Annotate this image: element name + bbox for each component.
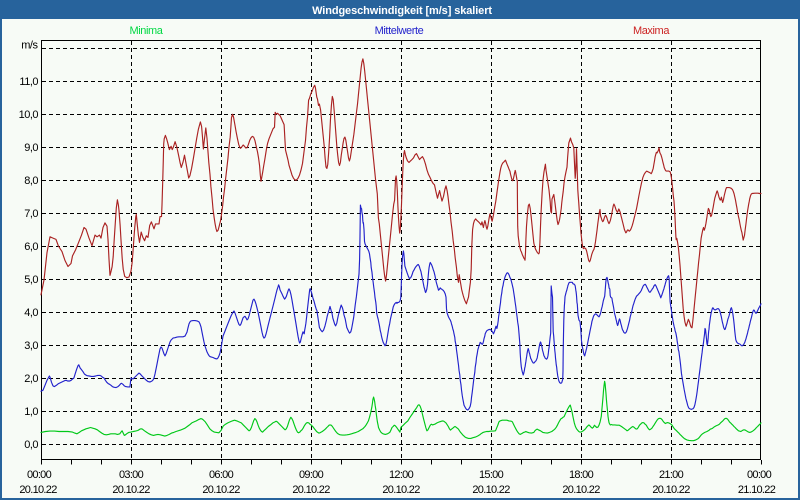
svg-text:03:00: 03:00	[119, 469, 144, 481]
svg-text:6,0: 6,0	[24, 241, 38, 253]
svg-text:00:00: 00:00	[747, 469, 772, 481]
svg-text:20.10.22: 20.10.22	[472, 484, 510, 496]
svg-text:00:00: 00:00	[27, 469, 52, 481]
svg-text:4,0: 4,0	[24, 307, 38, 319]
svg-text:20.10.22: 20.10.22	[562, 484, 600, 496]
svg-text:20.10.22: 20.10.22	[19, 484, 57, 496]
svg-text:20.10.22: 20.10.22	[202, 484, 240, 496]
svg-text:11,0: 11,0	[19, 76, 38, 88]
svg-text:20.10.22: 20.10.22	[292, 484, 330, 496]
svg-text:8,0: 8,0	[24, 175, 38, 187]
svg-text:Maxima: Maxima	[633, 25, 670, 37]
svg-text:21:00: 21:00	[659, 469, 684, 481]
svg-text:21.10.22: 21.10.22	[738, 484, 776, 496]
svg-text:06:00: 06:00	[209, 469, 234, 481]
svg-text:3,0: 3,0	[24, 340, 38, 352]
svg-text:0,0: 0,0	[24, 439, 38, 451]
svg-text:Minima: Minima	[129, 25, 163, 37]
svg-text:18:00: 18:00	[569, 469, 594, 481]
svg-text:15:00: 15:00	[479, 469, 504, 481]
svg-text:2,0: 2,0	[24, 373, 38, 385]
svg-text:7,0: 7,0	[24, 208, 38, 220]
svg-text:m/s: m/s	[21, 40, 38, 52]
svg-text:Mittelwerte: Mittelwerte	[375, 25, 424, 37]
svg-text:5,0: 5,0	[24, 274, 38, 286]
svg-text:1,0: 1,0	[24, 406, 38, 418]
svg-text:20.10.22: 20.10.22	[382, 484, 420, 496]
svg-text:12:00: 12:00	[389, 469, 414, 481]
svg-text:20.10.22: 20.10.22	[112, 484, 150, 496]
svg-text:Windgeschwindigkeit [m/s] skal: Windgeschwindigkeit [m/s] skaliert	[312, 5, 492, 17]
svg-text:20.10.22: 20.10.22	[652, 484, 690, 496]
svg-text:9,0: 9,0	[24, 142, 38, 154]
svg-text:10,0: 10,0	[19, 109, 39, 121]
svg-text:09:00: 09:00	[299, 469, 324, 481]
